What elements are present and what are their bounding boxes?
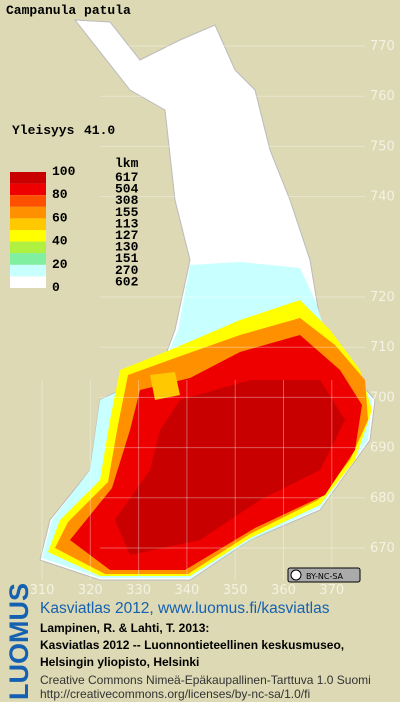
legend-scale-label: 100 (52, 164, 76, 179)
license-text: Creative Commons Nimeä-Epäkaupallinen-Ta… (40, 673, 371, 687)
map (39, 19, 376, 581)
legend-count: 155 (115, 205, 139, 220)
legend-swatch (10, 183, 46, 196)
legend-scale-label: 20 (52, 257, 68, 272)
x-coordinate-label: 310 (30, 583, 55, 598)
y-coordinate-label: 700 (370, 390, 395, 405)
x-coordinate-label: 340 (174, 583, 199, 598)
x-coordinate-label: 350 (223, 583, 248, 598)
patch (150, 372, 180, 400)
x-coordinate-label: 360 (271, 583, 296, 598)
species-title: Campanula patula (6, 3, 131, 18)
cc-icon (290, 569, 302, 581)
overlay (41, 45, 365, 580)
legend-scale-label: 40 (52, 234, 68, 249)
legend-swatch (10, 241, 46, 254)
legend-count: 308 (115, 193, 139, 208)
legend-count: 602 (115, 274, 139, 289)
legend-swatch (10, 230, 46, 242)
legend-swatch (10, 195, 46, 207)
citation-line: Kasviatlas 2012 -- Luonnontieteellinen k… (40, 638, 344, 652)
atlas-link[interactable]: Kasviatlas 2012, www.luomus.fi/kasviatla… (40, 600, 330, 617)
x-coordinate-label: 320 (78, 583, 103, 598)
zone-max (115, 380, 345, 555)
legend-count: 270 (115, 263, 139, 278)
frequency-label: Yleisyys (12, 123, 75, 138)
count-header: lkm (115, 156, 139, 171)
y-coordinate-label: 710 (370, 340, 395, 355)
legend-swatch (10, 218, 46, 230)
legend-count: 617 (115, 170, 138, 185)
logo: LUOMUS (4, 583, 34, 700)
legend-swatch (10, 264, 46, 277)
x-coordinate-label: 330 (126, 583, 151, 598)
y-coordinate-label: 760 (370, 89, 395, 104)
y-coordinate-label: 680 (370, 491, 395, 506)
y-coordinate-label: 740 (370, 190, 395, 205)
badge-frame (287, 567, 361, 583)
y-coordinate-label: 750 (370, 139, 395, 154)
y-coordinate-label: 720 (370, 290, 395, 305)
legend-swatch (10, 253, 46, 265)
badge-text: BY-NC-SA (306, 572, 344, 581)
legend-scale-label: 60 (52, 210, 68, 225)
legend-scale-label: 80 (52, 187, 68, 202)
legend-count: 113 (115, 216, 139, 231)
legend-count: 151 (115, 251, 139, 266)
cc-badge: BY-NC-SA (287, 567, 361, 583)
legend-scale-label: 0 (52, 280, 60, 295)
x-coordinate-label: 370 (319, 583, 344, 598)
legend-count: 130 (115, 240, 139, 255)
legend-count: 127 (115, 228, 138, 243)
citation-line: Helsingin yliopisto, Helsinki (40, 655, 199, 669)
legend-swatch (10, 206, 46, 219)
license-url[interactable]: http://creativecommons.org/licenses/by-n… (40, 687, 310, 701)
legend-swatch (10, 276, 46, 288)
y-coordinate-label: 670 (370, 541, 395, 556)
legend-count: 504 (115, 182, 139, 197)
legend-swatch (10, 172, 46, 184)
citation-line: Lampinen, R. & Lahti, T. 2013: (40, 621, 209, 635)
y-coordinate-label: 690 (370, 441, 395, 456)
y-coordinate-label: 770 (370, 39, 395, 54)
frequency-value: 41.0 (84, 123, 115, 138)
